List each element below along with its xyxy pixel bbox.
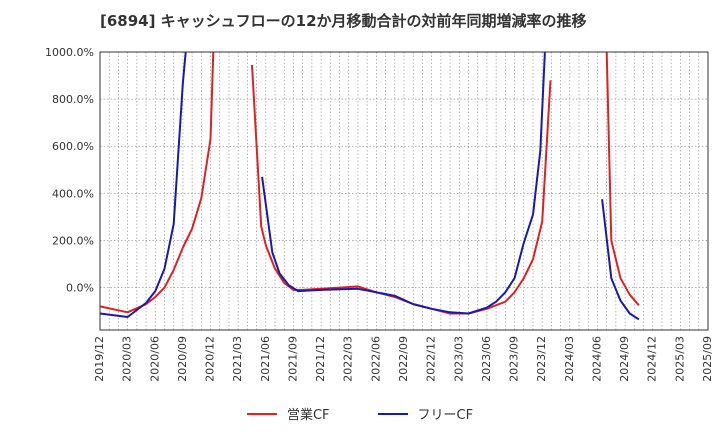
x-tick-label: 2020/09 xyxy=(176,336,189,382)
series-line-free-cf xyxy=(100,52,187,318)
legend-label-operating-cf: 営業CF xyxy=(286,408,330,423)
series-line-free-cf xyxy=(261,52,546,315)
x-tick-label: 2021/12 xyxy=(314,336,327,382)
legend-item-free-cf: フリーCF xyxy=(377,404,474,423)
x-tick-label: 2023/12 xyxy=(535,336,548,382)
x-tick-label: 2023/03 xyxy=(452,336,465,382)
legend-item-operating-cf: 営業CF xyxy=(246,404,330,423)
series-line-operating-cf xyxy=(251,64,552,315)
x-tick-label: 2024/06 xyxy=(590,336,603,382)
y-tick-label: 200.0% xyxy=(52,234,94,247)
x-tick-label: 2022/06 xyxy=(369,336,382,382)
legend-label-free-cf: フリーCF xyxy=(417,408,474,423)
x-tick-label: 2020/12 xyxy=(204,336,217,382)
x-tick-label: 2021/09 xyxy=(286,336,299,382)
y-tick-label: 800.0% xyxy=(52,93,94,106)
x-tick-label: 2025/03 xyxy=(673,336,686,382)
x-tick-label: 2025/09 xyxy=(701,336,714,382)
y-tick-label: 1000.0% xyxy=(45,46,94,59)
series-lines xyxy=(100,52,640,321)
x-tick-label: 2019/12 xyxy=(93,336,106,382)
legend-swatch-free-cf xyxy=(377,412,408,415)
x-tick-label: 2021/06 xyxy=(259,336,272,382)
x-tick-label: 2024/09 xyxy=(618,336,631,382)
plot-frame xyxy=(99,51,709,331)
series-line-free-cf xyxy=(601,199,640,321)
x-tick-label: 2020/06 xyxy=(148,336,161,382)
grid-lines xyxy=(99,51,709,330)
y-tick-label: 400.0% xyxy=(52,187,94,200)
legend: 営業CF フリーCF xyxy=(0,404,720,423)
x-tick-label: 2022/03 xyxy=(342,336,355,382)
series-line-operating-cf xyxy=(100,52,215,314)
x-tick-label: 2020/03 xyxy=(121,336,134,382)
x-tick-label: 2022/12 xyxy=(425,336,438,382)
x-tick-label: 2021/03 xyxy=(231,336,244,382)
x-tick-label: 2024/03 xyxy=(563,336,576,382)
x-tick-label: 2023/09 xyxy=(508,336,521,382)
x-tick-label: 2023/06 xyxy=(480,336,493,382)
legend-swatch-operating-cf xyxy=(246,412,277,415)
y-axis: 0.0% 200.0% 400.0% 600.0% 800.0% 1000.0% xyxy=(45,46,94,295)
y-tick-label: 600.0% xyxy=(52,140,94,153)
series-line-operating-cf xyxy=(605,52,640,306)
x-tick-label: 2024/12 xyxy=(646,336,659,382)
chart-title: [6894] キャッシュフローの12か月移動合計の対前年同期増減率の推移 xyxy=(100,12,587,30)
x-axis: 2019/12 2020/03 2020/06 2020/09 2020/12 2021/… xyxy=(93,336,714,382)
x-tick-label: 2022/09 xyxy=(397,336,410,382)
y-tick-label: 0.0% xyxy=(66,282,94,295)
